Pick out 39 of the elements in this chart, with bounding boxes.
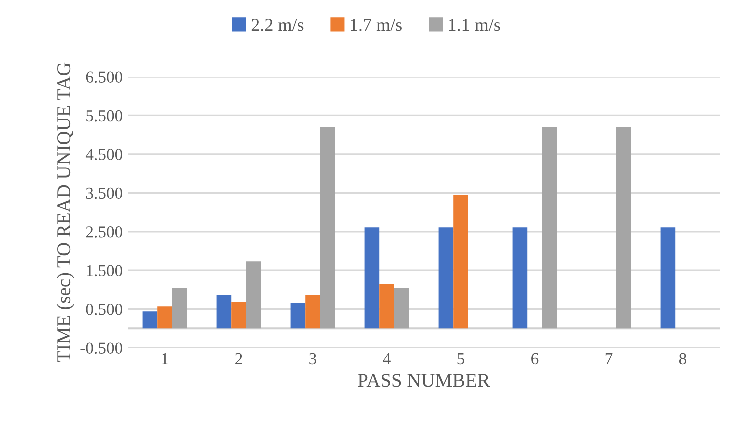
y-tick-label: 1.500 [87,265,123,277]
x-tick-label: 7 [606,354,613,364]
legend-label: 1.1 m/s [449,19,500,32]
y-tick-label: 2.500 [86,226,123,238]
y-axis-title: TIME (sec) TO READ UNIQUE TAG [56,62,75,362]
x-tick-label: 4 [383,353,391,364]
x-tick-label: 1 [162,353,168,364]
bar [232,302,246,329]
bar [394,288,410,329]
bar [320,127,336,329]
bar [246,262,262,329]
bar [306,295,320,329]
x-tick-label: 6 [532,353,539,365]
y-tick-label: 6.500 [86,72,123,84]
bar [364,228,380,329]
x-tick-label: 2 [236,353,242,364]
y-tick-label: 0.500 [86,304,123,316]
x-tick-label: 8 [679,353,687,365]
bar [512,228,528,329]
bar [438,228,454,329]
bar [142,312,158,329]
bar [172,288,188,329]
bar [660,228,676,329]
y-tick-label: 3.500 [86,188,123,200]
bar [380,284,394,329]
legend-label: 2.2 m/s [252,19,304,32]
bar [290,303,306,329]
y-tick-label: -0.500 [80,342,123,354]
bar [616,127,632,329]
x-axis-title: PASS NUMBER [358,374,490,388]
bar [216,294,232,329]
y-tick-label: 4.500 [86,149,123,160]
bar [542,127,558,329]
y-tick-label: 5.500 [86,110,123,122]
bar [454,195,468,329]
bar [158,306,172,329]
x-tick-label: 3 [310,353,317,365]
x-tick-label: 5 [458,354,465,365]
legend-label: 1.7 m/s [351,19,402,32]
